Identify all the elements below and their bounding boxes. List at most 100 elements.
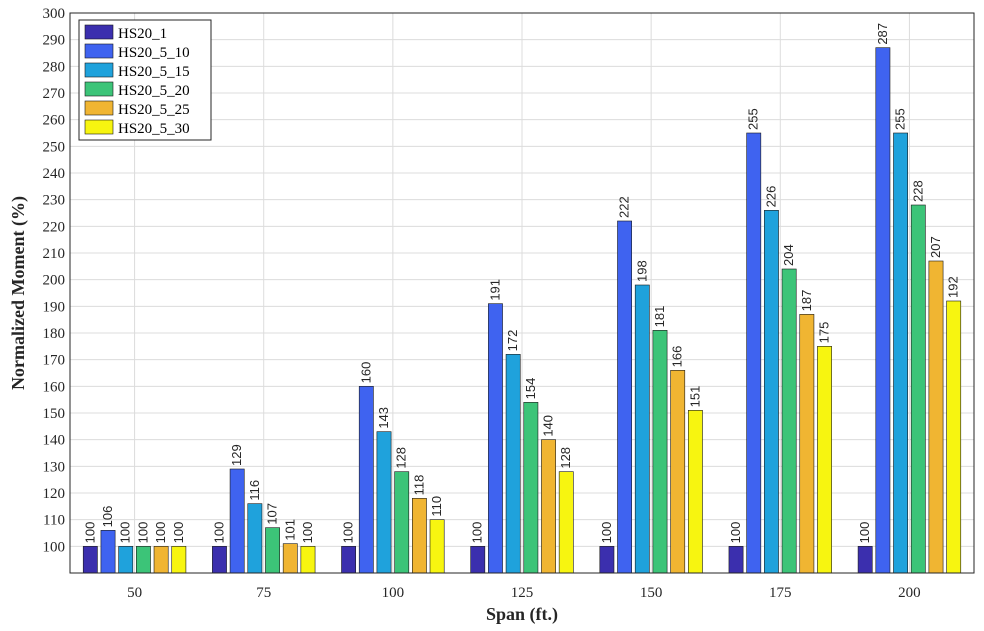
bar: [488, 303, 503, 574]
y-tick-label: 170: [43, 353, 66, 369]
data-label: 187: [799, 290, 814, 312]
y-tick-label: 100: [43, 539, 66, 555]
y-tick-label: 250: [43, 139, 66, 155]
y-tick-label: 200: [43, 273, 66, 289]
bar: [470, 546, 486, 574]
bar: [781, 268, 797, 574]
bar: [118, 546, 134, 574]
bar: [229, 468, 245, 574]
x-tick-label: 75: [256, 585, 271, 601]
x-tick-label: 150: [640, 585, 663, 601]
data-label: 175: [817, 322, 832, 344]
bar: [599, 546, 615, 574]
legend-label: HS20_5_10: [118, 45, 190, 61]
bar: [358, 386, 374, 574]
bar: [817, 346, 832, 574]
data-label: 100: [470, 522, 485, 544]
data-label: 101: [282, 519, 297, 541]
y-tick-label: 210: [43, 246, 66, 262]
bar: [247, 503, 263, 574]
data-label: 118: [411, 475, 426, 496]
bar: [376, 431, 392, 574]
x-axis-title: Span (ft.): [486, 604, 558, 625]
y-tick-label: 220: [43, 219, 66, 235]
data-label: 100: [857, 522, 872, 544]
legend-swatch: [84, 81, 114, 97]
data-label: 100: [300, 522, 315, 544]
data-label: 100: [211, 522, 226, 544]
y-tick-label: 180: [43, 326, 66, 342]
data-labels: 100 100 100 100 100 100 1001061291601912222552…: [82, 23, 960, 543]
y-tick-label: 150: [43, 406, 66, 422]
data-label: 204: [781, 244, 796, 266]
y-tick-label: 280: [43, 59, 66, 75]
y-tick-label: 240: [43, 166, 66, 182]
bar: [857, 546, 873, 574]
bar: [82, 546, 98, 574]
grid-lines: [70, 12, 974, 573]
data-label: 198: [634, 260, 649, 282]
data-label: 160: [358, 362, 373, 384]
bars: [82, 47, 962, 574]
bar: [265, 527, 280, 574]
data-label: 100: [728, 522, 743, 544]
bar: [558, 471, 574, 574]
legend-label: HS20_5_25: [118, 102, 190, 118]
bar: [523, 402, 539, 574]
y-tick-label: 230: [43, 193, 66, 209]
data-label: 151: [687, 386, 702, 408]
bar: [928, 260, 944, 574]
data-label: 100: [153, 522, 168, 544]
bar: [875, 47, 891, 574]
data-label: 129: [229, 444, 244, 466]
y-tick-label: 260: [43, 113, 66, 129]
data-label: 128: [394, 447, 409, 469]
data-label: 128: [558, 447, 573, 469]
data-label: 228: [910, 180, 925, 202]
bar: [541, 439, 556, 574]
data-label: 154: [523, 378, 538, 400]
legend-swatch: [84, 100, 114, 116]
bar: [300, 546, 316, 574]
bar: [617, 220, 632, 574]
x-tick-label: 200: [898, 585, 921, 601]
legend-swatch: [84, 62, 114, 78]
y-tick-labels: 100 110 120 130 140 150 160 170 180 190 200 210 220 2…: [43, 6, 66, 555]
bar: [505, 354, 521, 574]
data-label: 100: [135, 522, 150, 544]
plot-frame: [69, 12, 975, 574]
data-label: 110: [429, 496, 444, 517]
bar: [687, 410, 703, 574]
bar: [670, 370, 686, 574]
bar: [652, 330, 668, 574]
bar: [282, 543, 298, 574]
legend: HS20_1 HS20_5_10 HS20_5_15 HS20_5_20 HS20_5_…: [78, 19, 212, 141]
data-label: 191: [487, 279, 502, 301]
data-label: 255: [746, 108, 761, 130]
data-label: 192: [946, 276, 961, 298]
bar: [429, 519, 445, 574]
bar: [136, 546, 151, 574]
legend-swatch: [84, 119, 114, 135]
x-tick-label: 100: [382, 585, 405, 601]
bar: [153, 546, 169, 574]
y-tick-label: 300: [43, 6, 66, 22]
y-tick-label: 190: [43, 299, 66, 315]
data-label: 226: [763, 186, 778, 208]
data-label: 143: [376, 407, 391, 429]
data-label: 106: [100, 506, 115, 528]
y-tick-label: 140: [43, 433, 66, 449]
bar: [394, 471, 410, 574]
bar: [171, 546, 187, 574]
y-tick-label: 120: [43, 486, 66, 502]
x-tick-label: 175: [769, 585, 792, 601]
data-label: 116: [247, 480, 262, 501]
data-label: 100: [118, 522, 133, 544]
bar: [634, 284, 650, 574]
y-tick-label: 130: [43, 459, 66, 475]
legend-label: HS20_5_20: [118, 83, 190, 99]
legend-label: HS20_1: [118, 26, 167, 42]
bar: [799, 314, 815, 574]
data-label: 207: [928, 236, 943, 258]
